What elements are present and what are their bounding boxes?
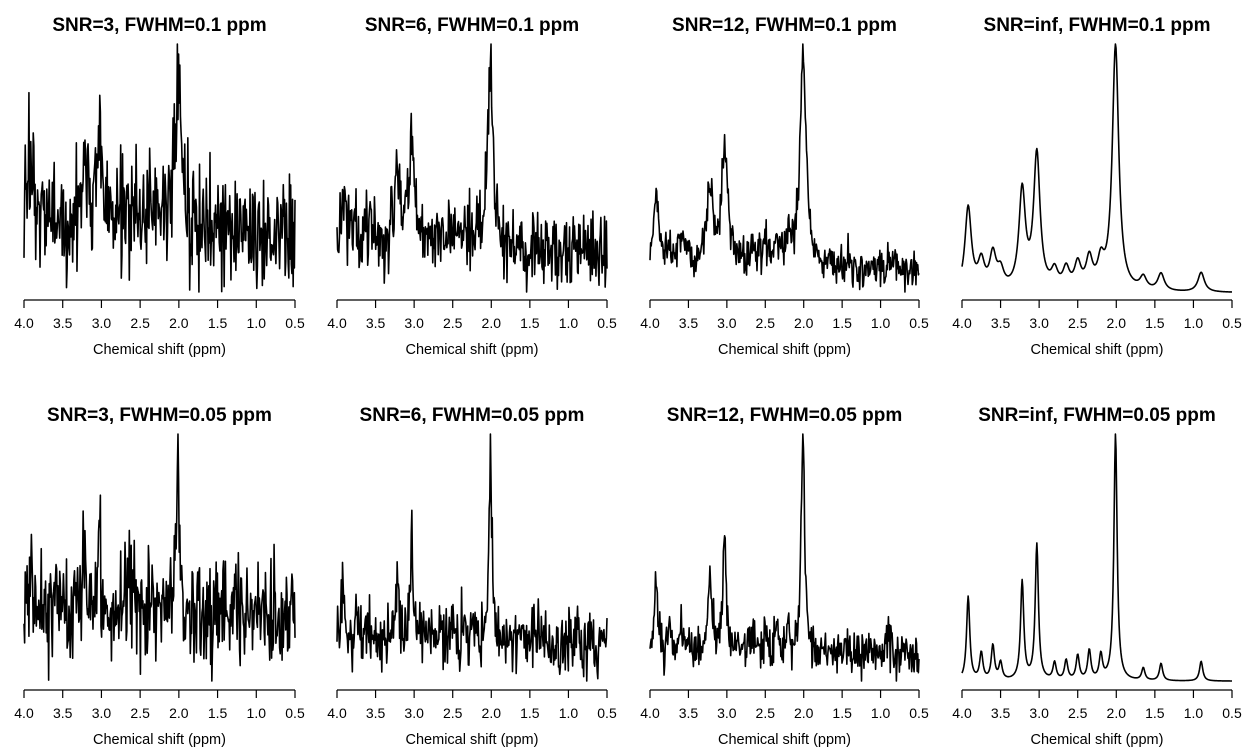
panel-title: SNR=3, FWHM=0.1 ppm (52, 15, 266, 36)
x-tick-label: 2.0 (794, 315, 814, 331)
spectrum-line (649, 43, 920, 293)
x-tick-label: 1.5 (1145, 315, 1165, 331)
panel-2: SNR=6, FWHM=0.1 ppm 4.0 3.5 3.0 2.5 2.0 1.5 1.0… (327, 15, 617, 358)
x-tick-label: 1.5 (208, 705, 228, 721)
x-tick-label: 2.5 (130, 315, 150, 331)
x-tick-label: 1.5 (208, 315, 228, 331)
panel-title: SNR=inf, FWHM=0.05 ppm (978, 405, 1216, 426)
panel-title: SNR=inf, FWHM=0.1 ppm (984, 15, 1211, 36)
x-tick-label: 0.5 (597, 705, 617, 721)
x-tick-label: 3.5 (991, 705, 1011, 721)
panel-8: SNR=inf, FWHM=0.05 ppm 4.0 3.5 3.0 2.5 2.0 1.5… (952, 405, 1242, 748)
x-tick-label: 3.5 (679, 705, 699, 721)
spectrum-line (649, 433, 920, 682)
panel-5: SNR=3, FWHM=0.05 ppm 4.0 3.5 3.0 2.5 2.0 1.5 1.… (14, 405, 305, 748)
panel-1: SNR=3, FWHM=0.1 ppm 4.0 3.5 3.0 2.5 2.0 1.5 1.0… (14, 15, 305, 358)
x-axis-label: Chemical shift (ppm) (406, 732, 539, 748)
panel-title: SNR=3, FWHM=0.05 ppm (47, 405, 272, 426)
x-tick-label: 4.0 (640, 315, 660, 331)
x-tick-label: 3.0 (717, 705, 737, 721)
x-tick-label: 4.0 (952, 315, 972, 331)
x-tick-label: 4.0 (327, 315, 347, 331)
x-tick-label: 0.5 (285, 315, 305, 331)
panel-3: SNR=12, FWHM=0.1 ppm 4.0 3.5 3.0 2.5 2.0 1.5 1.… (640, 15, 929, 358)
x-tick-label: 0.5 (909, 705, 929, 721)
panel-title: SNR=6, FWHM=0.1 ppm (365, 15, 579, 36)
x-tick-label: 1.5 (1145, 705, 1165, 721)
x-tick-label: 3.0 (404, 315, 424, 331)
x-axis-label: Chemical shift (ppm) (718, 732, 851, 748)
x-tick-label: 3.5 (366, 315, 386, 331)
panel-title: SNR=12, FWHM=0.1 ppm (672, 15, 897, 36)
spectrum-line (961, 433, 1233, 682)
x-tick-label: 2.0 (482, 315, 502, 331)
x-tick-label: 3.0 (404, 705, 424, 721)
x-tick-label: 3.0 (1029, 705, 1049, 721)
x-axis-label: Chemical shift (ppm) (718, 342, 851, 358)
x-axis-label: Chemical shift (ppm) (93, 342, 226, 358)
x-tick-label: 1.0 (247, 705, 267, 721)
x-tick-label: 2.5 (1068, 705, 1088, 721)
panel-7: SNR=12, FWHM=0.05 ppm 4.0 3.5 3.0 2.5 2.0 1.5 1… (640, 405, 929, 748)
x-tick-label: 2.5 (443, 315, 463, 331)
x-tick-label: 0.5 (1222, 705, 1242, 721)
x-tick-label: 3.0 (717, 315, 737, 331)
x-tick-label: 2.5 (1068, 315, 1088, 331)
x-tick-label: 1.0 (871, 705, 891, 721)
x-tick-label: 1.0 (871, 315, 891, 331)
x-tick-label: 3.5 (53, 705, 73, 721)
x-tick-label: 2.0 (1107, 315, 1127, 331)
x-tick-label: 1.5 (520, 705, 540, 721)
x-tick-label: 3.5 (53, 315, 73, 331)
x-tick-label: 2.0 (482, 705, 502, 721)
x-tick-label: 4.0 (14, 315, 34, 331)
x-tick-label: 4.0 (640, 705, 660, 721)
x-axis-label: Chemical shift (ppm) (93, 732, 226, 748)
x-tick-label: 0.5 (909, 315, 929, 331)
x-tick-label: 4.0 (327, 705, 347, 721)
panel-title: SNR=12, FWHM=0.05 ppm (667, 405, 902, 426)
x-tick-label: 2.0 (169, 315, 189, 331)
x-tick-label: 0.5 (285, 705, 305, 721)
x-tick-label: 3.0 (92, 705, 112, 721)
x-axis-label: Chemical shift (ppm) (1031, 732, 1164, 748)
x-tick-label: 3.5 (991, 315, 1011, 331)
x-tick-label: 1.0 (1184, 705, 1204, 721)
spectrum-line (23, 433, 296, 682)
x-tick-label: 2.0 (169, 705, 189, 721)
panel-title: SNR=6, FWHM=0.05 ppm (360, 405, 585, 426)
x-tick-label: 1.0 (1184, 315, 1204, 331)
panel-4: SNR=inf, FWHM=0.1 ppm 4.0 3.5 3.0 2.5 2.0 1.5 1… (952, 15, 1242, 358)
x-tick-label: 1.5 (832, 705, 852, 721)
x-tick-label: 3.5 (679, 315, 699, 331)
x-tick-label: 3.5 (366, 705, 386, 721)
x-tick-label: 2.5 (130, 705, 150, 721)
panel-6: SNR=6, FWHM=0.05 ppm 4.0 3.5 3.0 2.5 2.0 1.5 1.… (327, 405, 617, 748)
x-tick-label: 0.5 (1222, 315, 1242, 331)
x-tick-label: 3.0 (1029, 315, 1049, 331)
x-axis-label: Chemical shift (ppm) (1031, 342, 1164, 358)
x-tick-label: 1.5 (832, 315, 852, 331)
x-tick-label: 2.5 (443, 705, 463, 721)
x-tick-label: 4.0 (14, 705, 34, 721)
x-tick-label: 0.5 (597, 315, 617, 331)
x-tick-label: 2.0 (1107, 705, 1127, 721)
x-tick-label: 1.0 (559, 705, 579, 721)
x-tick-label: 1.0 (247, 315, 267, 331)
spectrum-line (336, 43, 608, 293)
spectrum-line (336, 433, 608, 682)
x-tick-label: 3.0 (92, 315, 112, 331)
x-tick-label: 2.5 (756, 315, 776, 331)
x-tick-label: 1.5 (520, 315, 540, 331)
x-tick-label: 2.0 (794, 705, 814, 721)
x-tick-label: 1.0 (559, 315, 579, 331)
spectrum-line (23, 43, 296, 293)
x-axis-label: Chemical shift (ppm) (406, 342, 539, 358)
x-tick-label: 4.0 (952, 705, 972, 721)
spectrum-line (961, 43, 1233, 293)
x-tick-label: 2.5 (756, 705, 776, 721)
